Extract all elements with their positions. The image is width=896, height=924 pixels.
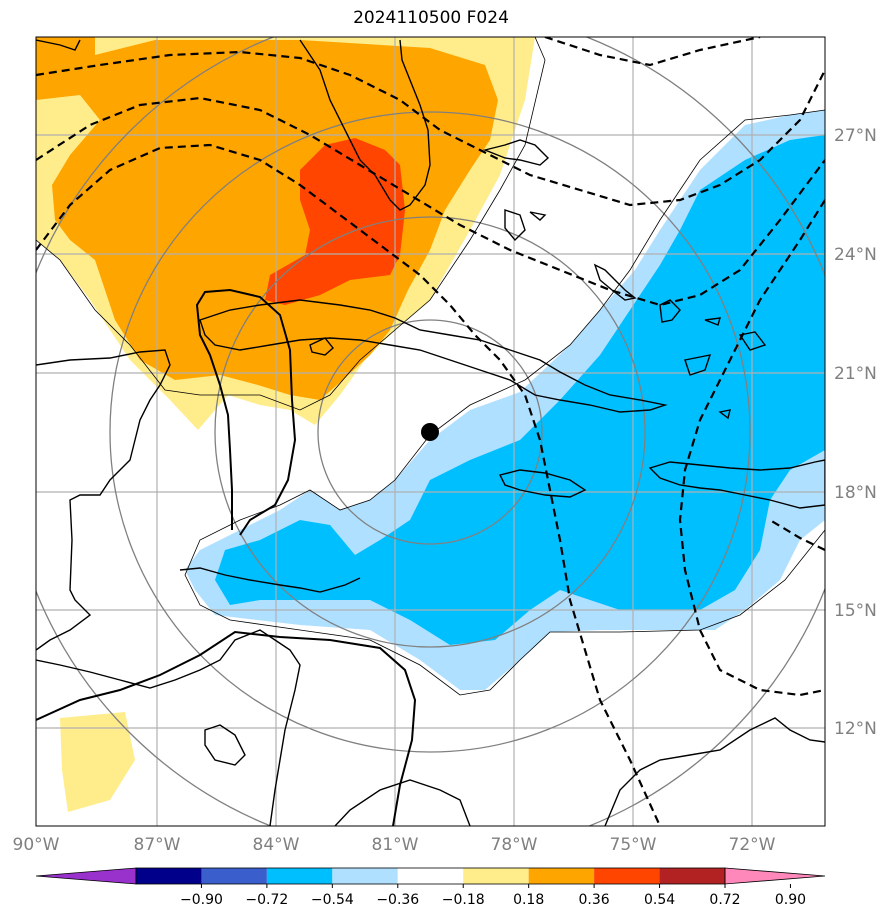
map-frame bbox=[35, 36, 826, 827]
colorbar-tick-label: 0.54 bbox=[644, 892, 675, 908]
colorbar-tick-label: 0.90 bbox=[775, 892, 806, 908]
colorbar-segment bbox=[266, 868, 333, 884]
colorbar-tick-label: −0.90 bbox=[180, 892, 223, 908]
lon-tick-label: 78°W bbox=[491, 835, 538, 855]
colorbar-segment bbox=[463, 868, 529, 884]
colorbar-segments bbox=[35, 867, 826, 885]
anomaly-fill-negative-medium bbox=[215, 135, 825, 645]
colorbar-segment bbox=[397, 868, 464, 884]
lon-tick-label: 81°W bbox=[372, 835, 419, 855]
colorbar-tick-label: −0.36 bbox=[376, 892, 419, 908]
colorbar-segment bbox=[528, 868, 595, 884]
lon-tick-label: 84°W bbox=[253, 835, 300, 855]
anomaly-fill-positive-medium bbox=[36, 37, 498, 400]
thin-contour bbox=[36, 37, 546, 411]
colorbar-tick-label: −0.54 bbox=[311, 892, 354, 908]
lat-tick-label: 12°N bbox=[834, 719, 877, 739]
lat-tick-label: 21°N bbox=[834, 364, 877, 384]
colorbar-tick-label: −0.18 bbox=[442, 892, 485, 908]
lat-tick-label: 15°N bbox=[834, 601, 877, 621]
colorbar-segment bbox=[201, 868, 267, 884]
range-rings bbox=[36, 37, 825, 826]
solid-contour-2 bbox=[195, 288, 297, 536]
colorbar-outline bbox=[135, 867, 726, 885]
lon-tick-label: 90°W bbox=[13, 835, 60, 855]
coastlines bbox=[36, 39, 825, 826]
gridlines bbox=[36, 37, 825, 826]
colorbar-segment bbox=[332, 868, 398, 884]
colorbar-segment bbox=[659, 868, 725, 884]
map-area bbox=[36, 37, 825, 826]
lat-tick-label: 27°N bbox=[834, 126, 877, 146]
colorbar-extend-max bbox=[724, 867, 826, 885]
dashed-contours bbox=[36, 37, 825, 826]
solid-contour bbox=[36, 630, 417, 826]
lon-tick-label: 75°W bbox=[610, 835, 657, 855]
colorbar-segment bbox=[136, 868, 202, 884]
colorbar-tick-label: 0.18 bbox=[513, 892, 544, 908]
colorbar-ticks: −0.90 −0.72 −0.54 −0.36 −0.18 0.18 0.36 0.54 0.7… bbox=[180, 884, 806, 908]
thin-contour-2 bbox=[184, 109, 825, 696]
colorbar-tick-label: −0.72 bbox=[245, 892, 288, 908]
lon-tick-label: 87°W bbox=[134, 835, 181, 855]
lon-tick-label: 72°W bbox=[729, 835, 776, 855]
lat-tick-label: 24°N bbox=[834, 245, 877, 265]
colorbar-tick-label: 0.36 bbox=[579, 892, 610, 908]
colorbar-segment bbox=[594, 868, 660, 884]
lat-tick-label: 18°N bbox=[834, 483, 877, 503]
colorbar-extend-min bbox=[35, 867, 137, 885]
colorbar-tick-label: 0.72 bbox=[709, 892, 740, 908]
anomaly-fill-positive-strong bbox=[265, 138, 405, 305]
latitude-tick-labels: 27°N 24°N 21°N 18°N 15°N 12°N bbox=[834, 126, 877, 739]
storm-center-marker bbox=[421, 423, 439, 441]
longitude-tick-labels: 90°W 87°W 84°W 81°W 78°W 75°W 72°W bbox=[13, 835, 776, 855]
plot-title: 2024110500 F024 bbox=[353, 8, 509, 28]
colorbar: −0.90 −0.72 −0.54 −0.36 −0.18 0.18 0.36 0.54 0.7… bbox=[35, 867, 826, 908]
